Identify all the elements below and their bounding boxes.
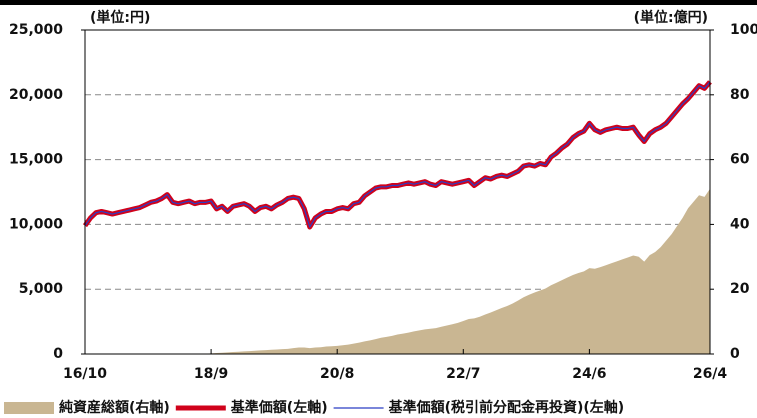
x-tick-label: 22/7 <box>446 366 480 382</box>
x-tick-label: 24/6 <box>572 366 606 382</box>
y-tick-label: 15,000 <box>9 152 63 168</box>
legend-label: 純資産総額(右軸) <box>59 399 170 416</box>
legend-swatch <box>4 402 54 414</box>
y-tick-label: 10,000 <box>9 216 63 232</box>
y2-tick-label: 100 <box>730 22 757 38</box>
y-tick-label: 25,000 <box>9 22 63 38</box>
legend-label: 基準価額(左軸) <box>231 399 328 416</box>
y2-tick-label: 60 <box>730 152 750 168</box>
legend-label: 基準価額(税引前分配金再投資)(左軸) <box>389 399 625 416</box>
line <box>82 80 712 230</box>
area <box>85 188 710 354</box>
x-tick-label: 16/10 <box>63 366 107 382</box>
y2-tick-label: 40 <box>730 216 750 232</box>
y2-tick-label: 0 <box>730 346 740 362</box>
plot-frame <box>84 29 711 355</box>
y2-tick-label: 80 <box>730 87 750 103</box>
y-unit-label: (単位:円) <box>90 9 150 26</box>
line <box>84 81 711 228</box>
y-tick-label: 20,000 <box>9 87 63 103</box>
y-tick-label: 0 <box>53 346 63 362</box>
y2-tick-label: 20 <box>730 281 750 297</box>
top-strip <box>0 0 757 5</box>
x-tick-label: 20/8 <box>320 366 354 382</box>
y-tick-label: 5,000 <box>19 281 64 297</box>
y2-unit-label: (単位:億円) <box>634 9 708 26</box>
x-tick-label: 18/9 <box>194 366 228 382</box>
x-tick-label: 26/4 <box>693 366 728 382</box>
